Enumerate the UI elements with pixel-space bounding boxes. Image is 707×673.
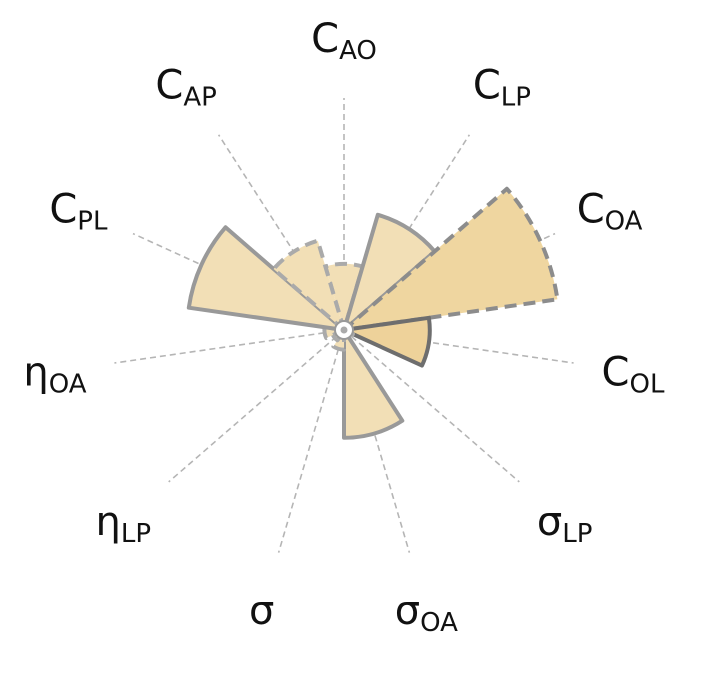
axis-label: ηLP [96, 499, 152, 549]
axis-label: COA [577, 187, 643, 237]
axis-label: CAP [155, 62, 216, 112]
wedge-coa [342, 186, 560, 332]
axis-label: ηOA [23, 350, 86, 400]
spoke-line [277, 329, 345, 553]
axis-label: σLP [537, 499, 593, 549]
center-hub [334, 320, 354, 340]
spoke-line [343, 329, 520, 483]
axis-label: COL [602, 350, 665, 400]
wedge-col [342, 315, 432, 368]
spoke-line [168, 329, 345, 483]
wedge-cap [271, 238, 346, 332]
wedge-cpl [186, 225, 346, 332]
wedges [186, 186, 560, 440]
spoke-line [114, 329, 345, 364]
axis-labels: CAO CLP COA COL σLP σOA σ ηLP ηOA CPL CAP [23, 16, 665, 638]
axis-label: CLP [473, 62, 531, 112]
spoke-line [343, 329, 411, 553]
spoke-line [343, 134, 471, 331]
axis-label: σOA [395, 588, 458, 638]
center-dot [340, 326, 348, 334]
spoke-line [343, 329, 574, 364]
wedge-σoa [342, 328, 405, 440]
axis-label: CAO [311, 16, 377, 66]
spoke-line [217, 134, 345, 331]
axis-label: CPL [49, 187, 108, 237]
axis-label: σ [249, 588, 274, 634]
